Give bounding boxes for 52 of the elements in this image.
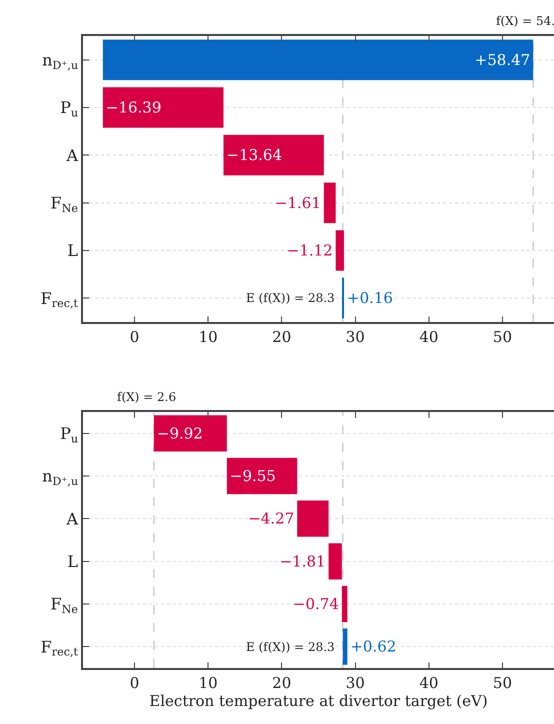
y-tick-label: n$_{D⁺,u}$	[42, 466, 78, 488]
x-tick-label: 30	[346, 674, 365, 692]
bar	[342, 586, 348, 622]
data-label: +0.16	[347, 289, 393, 308]
data-label: −1.12	[286, 242, 333, 260]
ref-line-label: f(X) = 54.	[496, 14, 554, 28]
data-label: −1.61	[274, 194, 321, 212]
y-tick-label: n$_{D⁺,u}$	[42, 50, 78, 72]
data-label: −16.39	[106, 98, 162, 116]
y-tick-label: L	[67, 552, 78, 571]
x-tick-label: 20	[272, 328, 292, 346]
y-tick-label: F$_{Ne}$	[50, 594, 78, 616]
data-label: −0.74	[292, 595, 339, 613]
bar	[102, 87, 224, 128]
x-tick-label: 50	[492, 674, 512, 692]
data-label: +58.47	[474, 50, 530, 69]
x-tick-label: 50	[492, 328, 512, 346]
data-label: −13.64	[226, 146, 282, 164]
bar	[324, 182, 336, 224]
ref-line-label: f(X) = 2.6	[117, 390, 176, 404]
bar	[328, 543, 342, 580]
data-label: −9.92	[156, 424, 203, 442]
annotation: E (f(X)) = 28.3	[246, 640, 335, 654]
y-tick-label: A	[65, 509, 78, 528]
x-axis-title: Electron temperature at divertor target (eV)	[149, 692, 488, 710]
y-tick-label: F$_{rec,t}$	[40, 288, 79, 310]
x-tick-label: 10	[198, 674, 218, 692]
bar	[226, 458, 298, 494]
y-tick-label: P$_{u}$	[60, 424, 78, 446]
data-label: +0.62	[350, 638, 396, 656]
y-tick-label: F$_{Ne}$	[50, 193, 78, 215]
x-tick-label: 30	[346, 328, 365, 346]
data-label: −1.81	[280, 552, 326, 570]
data-label: −9.55	[230, 467, 276, 485]
x-tick-label: 10	[198, 328, 218, 346]
bar	[154, 415, 227, 452]
bar	[102, 40, 534, 80]
annotation: E (f(X)) = 28.3	[246, 291, 335, 305]
bar	[336, 230, 344, 271]
bar	[223, 134, 324, 176]
x-tick-label: 40	[419, 328, 438, 346]
data-label: −4.27	[248, 510, 294, 528]
x-tick-label: 40	[419, 674, 438, 692]
y-tick-label: F$_{rec,t}$	[40, 637, 79, 659]
y-tick-label: A	[65, 146, 78, 165]
y-tick-label: L	[67, 241, 78, 260]
bar	[342, 628, 348, 665]
x-tick-label: 0	[130, 674, 140, 692]
x-tick-label: 0	[130, 328, 140, 346]
x-tick-label: 20	[272, 674, 292, 692]
y-tick-label: P$_{u}$	[60, 98, 78, 120]
bar	[297, 500, 329, 537]
